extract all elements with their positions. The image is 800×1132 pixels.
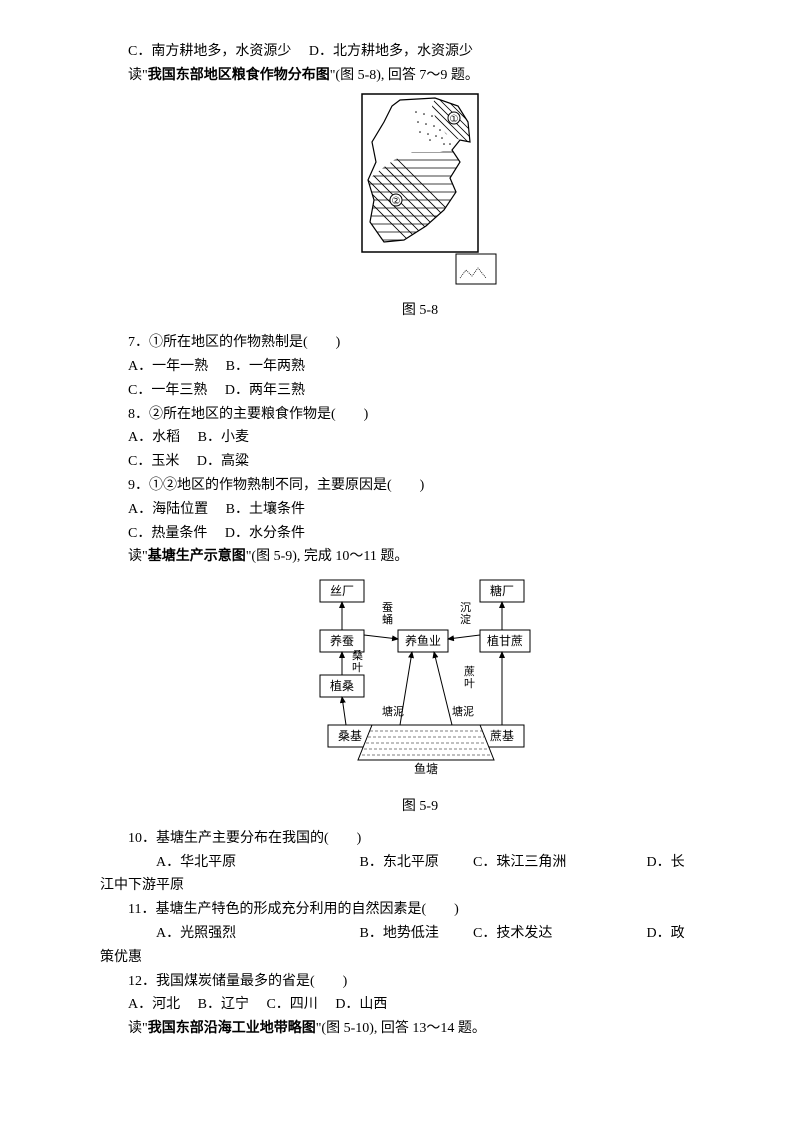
instr2-bold: 基塘生产示意图: [148, 549, 246, 564]
q8-d: D．高粱: [197, 454, 249, 469]
q6-opt-d: D．北方耕地多，水资源少: [309, 44, 473, 59]
q10-d: D．长: [619, 851, 685, 875]
q8-row1: A．水稻 B．小麦: [100, 426, 740, 450]
q10-options: A．华北平原 B．东北平原 C．珠江三角洲 D．长: [100, 851, 740, 875]
q9-d: D．水分条件: [225, 526, 305, 541]
label-pupa: 蚕蛹: [382, 601, 393, 626]
figure-5-9-caption: 图 5-9: [100, 795, 740, 819]
q9-c: C．热量条件: [128, 526, 207, 541]
q7-a: A．一年一熟: [128, 359, 208, 374]
instruction-10-11: 读"基塘生产示意图"(图 5-9), 完成 10～11 题。: [100, 545, 740, 569]
box-mulberry-plant: 植桑: [330, 678, 354, 693]
q8-a: A．水稻: [128, 430, 180, 445]
q12-options: A．河北 B．辽宁 C．四川 D．山西: [100, 993, 740, 1017]
figure-5-8-caption: 图 5-8: [100, 299, 740, 323]
q12-c: C．四川: [266, 997, 317, 1012]
q10-c: C．珠江三角洲: [445, 851, 615, 875]
q8-c: C．玉米: [128, 454, 179, 469]
q12-b: B．辽宁: [198, 997, 249, 1012]
q7-stem: 7．①所在地区的作物熟制是( ): [100, 331, 740, 355]
q10-b: B．东北平原: [332, 851, 442, 875]
instr3-bold: 我国东部沿海工业地带略图: [148, 1021, 316, 1036]
instruction-13-14: 读"我国东部沿海工业地带略图"(图 5-10), 回答 13～14 题。: [100, 1017, 740, 1041]
label-pond: 鱼塘: [414, 761, 438, 776]
box-fish-farm: 养鱼业: [405, 633, 441, 648]
figure-5-8: ① ②: [100, 92, 740, 296]
box-sugarcane-plant: 植甘蔗: [487, 633, 523, 648]
q8-b: B．小麦: [198, 430, 249, 445]
label-mulberry-leaf: 桑叶: [352, 649, 363, 674]
pond-diagram-svg: 丝厂 糖厂 养蚕 养鱼业 植甘蔗 植桑 桑基 蔗基 鱼塘: [270, 575, 570, 780]
q9-stem: 9．①②地区的作物熟制不同，主要原因是( ): [100, 474, 740, 498]
q10-a: A．华北平原: [128, 851, 328, 875]
box-sugarcane-base: 蔗基: [490, 729, 514, 743]
q11-d: D．政: [619, 922, 685, 946]
q6-options-cd: C．南方耕地多，水资源少 D．北方耕地多，水资源少: [100, 40, 740, 64]
q7-row2: C．一年三熟 D．两年三熟: [100, 379, 740, 403]
label-pond-mud-1: 塘泥: [382, 704, 404, 718]
map-label-1: ①: [450, 114, 459, 125]
box-sugar: 糖厂: [490, 583, 514, 598]
instr1-pre: 读": [128, 68, 148, 83]
q6-opt-c: C．南方耕地多，水资源少: [128, 44, 291, 59]
label-sediment: 沉淀: [460, 601, 471, 626]
q10-stem: 10．基塘生产主要分布在我国的( ): [100, 827, 740, 851]
q11-a: A．光照强烈: [128, 922, 328, 946]
q12-a: A．河北: [128, 997, 180, 1012]
box-silk: 丝厂: [330, 584, 354, 598]
instr3-pre: 读": [128, 1021, 148, 1036]
q8-stem: 8．②所在地区的主要粮食作物是( ): [100, 403, 740, 427]
q11-b: B．地势低洼: [332, 922, 442, 946]
instr2-pre: 读": [128, 549, 148, 564]
instr1-post: "(图 5-8), 回答 7～9 题。: [330, 68, 479, 83]
q11-d-cont: 策优惠: [100, 946, 740, 970]
q9-b: B．土壤条件: [226, 502, 305, 517]
q7-d: D．两年三熟: [225, 383, 305, 398]
instr1-bold: 我国东部地区粮食作物分布图: [148, 68, 330, 83]
q7-b: B．一年两熟: [226, 359, 305, 374]
china-map-svg: ① ②: [340, 92, 500, 287]
q7-row1: A．一年一熟 B．一年两熟: [100, 355, 740, 379]
q9-row1: A．海陆位置 B．土壤条件: [100, 498, 740, 522]
instruction-7-9: 读"我国东部地区粮食作物分布图"(图 5-8), 回答 7～9 题。: [100, 64, 740, 88]
q8-row2: C．玉米 D．高粱: [100, 450, 740, 474]
label-pond-mud-2: 塘泥: [452, 704, 474, 718]
label-cane-leaf: 蔗叶: [464, 665, 475, 690]
figure-5-9: 丝厂 糖厂 养蚕 养鱼业 植甘蔗 植桑 桑基 蔗基 鱼塘: [100, 575, 740, 789]
box-silkworm: 养蚕: [330, 633, 354, 648]
q11-options: A．光照强烈 B．地势低洼 C．技术发达 D．政: [100, 922, 740, 946]
q11-stem: 11．基塘生产特色的形成充分利用的自然因素是( ): [100, 898, 740, 922]
box-mulberry-base: 桑基: [338, 729, 362, 743]
q7-c: C．一年三熟: [128, 383, 207, 398]
q9-a: A．海陆位置: [128, 502, 208, 517]
instr2-post: "(图 5-9), 完成 10～11 题。: [246, 549, 409, 564]
q9-row2: C．热量条件 D．水分条件: [100, 522, 740, 546]
q10-d-cont: 江中下游平原: [100, 874, 740, 898]
q11-c: C．技术发达: [445, 922, 615, 946]
instr3-post: "(图 5-10), 回答 13～14 题。: [316, 1021, 486, 1036]
q12-d: D．山西: [335, 997, 387, 1012]
q12-stem: 12．我国煤炭储量最多的省是( ): [100, 970, 740, 994]
map-label-2: ②: [392, 196, 401, 207]
